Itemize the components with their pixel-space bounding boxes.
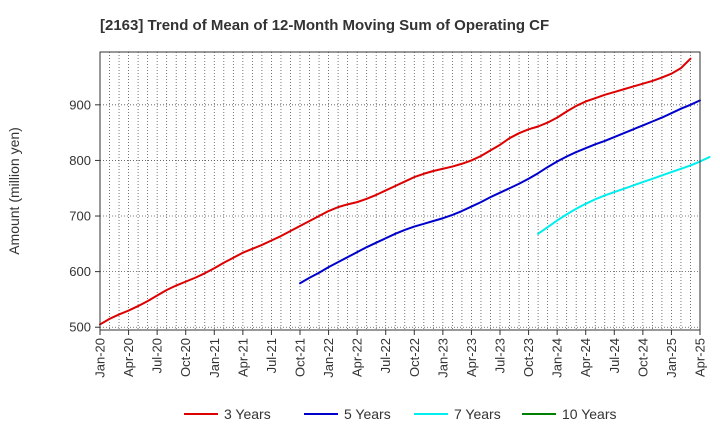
series-line-3-years [99, 57, 692, 326]
legend-label: 3 Years [224, 406, 271, 422]
x-tick-label: Oct-20 [178, 338, 193, 377]
legend: 3 Years 5 Years 7 Years 10 Years [184, 406, 617, 422]
plot-frame [99, 51, 701, 331]
x-tick-label: Jul-23 [493, 338, 508, 373]
y-tick-label: 800 [69, 153, 91, 168]
y-tick-label: 700 [69, 209, 91, 224]
x-tick-label: Apr-23 [464, 338, 479, 377]
x-tick-label: Jul-20 [150, 338, 165, 373]
x-tick-label: Jul-22 [378, 338, 393, 373]
y-axis-ticks: 500 600 700 800 900 [69, 97, 100, 335]
x-tick-label: Apr-24 [578, 338, 593, 377]
legend-label: 10 Years [562, 406, 617, 422]
x-tick-label: Jan-22 [321, 338, 336, 378]
chart-title: [2163] Trend of Mean of 12-Month Moving … [100, 17, 549, 34]
x-tick-label: Apr-25 [693, 338, 708, 377]
series-line-7-years [537, 156, 711, 235]
x-tick-label: Jul-24 [607, 338, 622, 373]
series-lines [99, 57, 711, 326]
x-tick-label: Jan-23 [435, 338, 450, 378]
x-tick-label: Oct-24 [635, 338, 650, 377]
series-line-5-years [299, 99, 701, 285]
grid-lines [100, 52, 700, 330]
y-tick-label: 500 [69, 320, 91, 335]
x-tick-label: Oct-21 [293, 338, 308, 377]
x-tick-label: Oct-23 [521, 338, 536, 377]
x-tick-label: Jan-20 [93, 338, 108, 378]
x-tick-label: Apr-21 [235, 338, 250, 377]
y-tick-label: 600 [69, 264, 91, 279]
legend-label: 7 Years [454, 406, 501, 422]
x-tick-label: Jan-24 [550, 338, 565, 378]
legend-label: 5 Years [344, 406, 391, 422]
x-axis-ticks: Jan-20 Apr-20 Jul-20 Oct-20 Jan-21 Apr-21 Jul-… [93, 330, 708, 378]
x-tick-label: Apr-20 [121, 338, 136, 377]
y-axis-label: Amount (million yen) [6, 127, 22, 255]
plot-area [100, 52, 700, 330]
x-tick-label: Jul-21 [264, 338, 279, 373]
x-tick-label: Jan-25 [664, 338, 679, 378]
x-tick-label: Apr-22 [350, 338, 365, 377]
x-tick-label: Oct-22 [407, 338, 422, 377]
x-tick-label: Jan-21 [207, 338, 222, 378]
y-tick-label: 900 [69, 97, 91, 112]
